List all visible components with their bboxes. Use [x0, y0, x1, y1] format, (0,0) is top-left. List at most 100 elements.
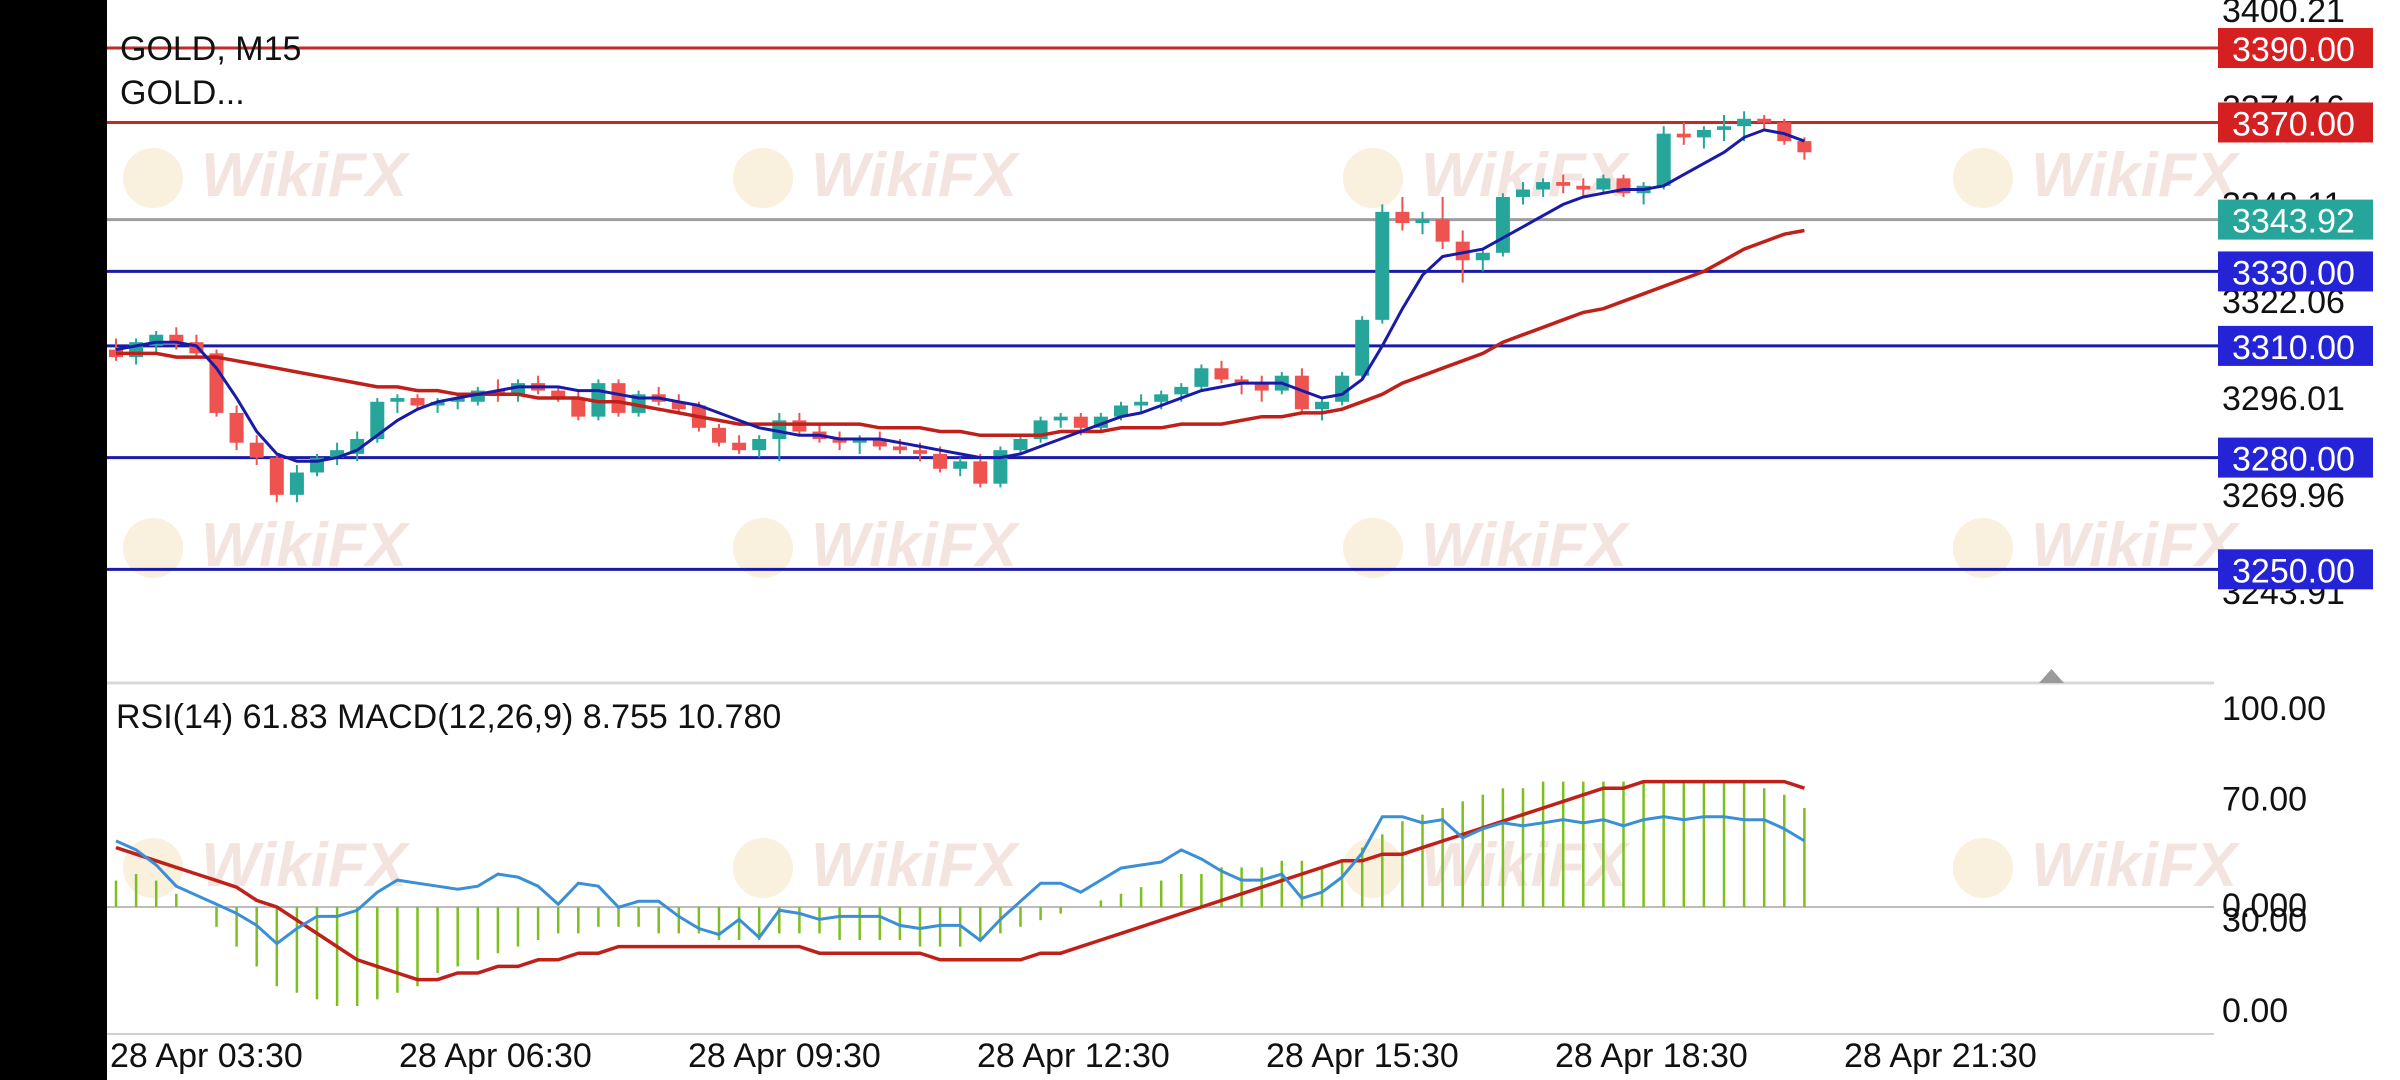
- candle-body: [149, 334, 164, 346]
- watermark-text: WikiFX: [1421, 831, 1631, 900]
- level-tag-bg: [2218, 437, 2373, 478]
- candle-body: [1114, 405, 1128, 417]
- candle-body: [1797, 141, 1812, 153]
- current-price-tag: 3343.92: [2232, 203, 2355, 241]
- moving-averages: [115, 128, 1805, 463]
- candle-body: [973, 461, 988, 484]
- time-axis: 28 Apr 03:30 28 Apr 06:30 28 Apr 09:30 28 A…: [110, 1037, 2037, 1075]
- time-axis-label: 28 Apr 09:30: [688, 1037, 881, 1075]
- candle-body: [1435, 219, 1450, 242]
- time-axis-label: 28 Apr 03:30: [110, 1037, 303, 1075]
- rsi-axis-label: 100.00: [2222, 690, 2326, 728]
- pane-resize-arrow-icon[interactable]: [2039, 669, 2064, 683]
- level-tag-bg: [2218, 28, 2373, 69]
- candle-body: [470, 390, 485, 402]
- watermark-logo-icon: [733, 518, 793, 578]
- watermark-logo-icon: [1953, 838, 2013, 898]
- watermark-text: WikiFX: [2031, 141, 2241, 210]
- time-axis-label: 28 Apr 12:30: [977, 1037, 1170, 1075]
- rsi-line: [115, 815, 1806, 946]
- level-tag-bg: [2218, 102, 2373, 143]
- candle-body: [1536, 182, 1551, 190]
- candle-body: [551, 390, 566, 399]
- macd-signal-line: [115, 779, 1805, 982]
- candle-body: [1134, 401, 1149, 406]
- candle-body: [1254, 383, 1269, 391]
- time-axis-label: 28 Apr 15:30: [1266, 1037, 1459, 1075]
- candle-body: [1556, 182, 1571, 186]
- symbol-subtitle: GOLD...: [120, 74, 245, 112]
- candle-body: [1737, 118, 1752, 127]
- candle-body: [913, 450, 927, 454]
- candle-body: [892, 446, 907, 451]
- level-tags: 3390.00 3370.00 3330.00 3310.00 3280.00 3250.…: [2218, 28, 2373, 590]
- watermark-logo-icon: [1953, 518, 2013, 578]
- candle-body: [1375, 211, 1390, 320]
- level-tag: 3280.00: [2232, 441, 2355, 479]
- candle-body: [1717, 126, 1731, 130]
- candle-body: [1495, 196, 1510, 253]
- candle-body: [410, 398, 425, 406]
- candle-body: [1596, 178, 1611, 190]
- candle-body: [571, 398, 586, 417]
- candle-body: [209, 353, 224, 413]
- ma-fast-line: [115, 128, 1805, 463]
- candle-body: [1194, 368, 1209, 387]
- candle-body: [1395, 211, 1410, 224]
- candle-body: [1676, 133, 1691, 138]
- candle-body: [1214, 368, 1229, 380]
- rsi-axis-label: 30.00: [2222, 901, 2307, 939]
- candle-body: [1757, 118, 1772, 123]
- candle-body: [1093, 416, 1108, 428]
- price-axis-label: 3296.01: [2222, 380, 2345, 418]
- level-tag-bg: [2218, 549, 2373, 590]
- watermark-text: WikiFX: [811, 831, 1021, 900]
- watermark-text: WikiFX: [811, 141, 1021, 210]
- candle-body: [671, 401, 686, 410]
- candle-body: [1154, 394, 1169, 402]
- candle-body: [1315, 401, 1329, 410]
- candle-body: [1475, 252, 1490, 261]
- candle-body: [390, 398, 405, 402]
- candle-body: [1335, 375, 1350, 402]
- watermark-logo-icon: [123, 148, 183, 208]
- candle-body: [1576, 185, 1591, 190]
- time-axis-label: 28 Apr 21:30: [1844, 1037, 2037, 1075]
- candle-body: [330, 450, 345, 458]
- time-axis-label: 28 Apr 18:30: [1555, 1037, 1748, 1075]
- level-tag: 3330.00: [2232, 254, 2355, 292]
- candle-body: [430, 401, 445, 406]
- level-tag: 3310.00: [2232, 329, 2355, 367]
- candle-body: [169, 334, 184, 343]
- candle-body: [953, 461, 968, 469]
- candle-body: [511, 383, 525, 395]
- candle-body: [1415, 219, 1430, 224]
- watermark-layer: WikiFX WikiFX WikiFX WikiFX WikiFX WikiFX Wiki…: [123, 141, 2241, 900]
- candle-body: [1294, 375, 1309, 410]
- price-levels: [107, 46, 2218, 571]
- candle-body: [752, 438, 767, 451]
- candle-body: [933, 453, 948, 469]
- watermark-logo-icon: [1343, 518, 1403, 578]
- level-tag-bg: [2218, 251, 2373, 292]
- candle-body: [229, 412, 244, 443]
- candle-body: [490, 390, 505, 395]
- rsi-axis-label: 0.00: [2222, 992, 2288, 1030]
- chart-background: [107, 0, 2400, 1080]
- watermark-text: WikiFX: [1421, 141, 1631, 210]
- rsi-axis-label: 70.00: [2222, 781, 2307, 819]
- candle-body: [1234, 379, 1249, 384]
- time-axis-label: 28 Apr 06:30: [399, 1037, 592, 1075]
- candle-body: [872, 438, 887, 447]
- watermark-logo-icon: [733, 148, 793, 208]
- candle-body: [1516, 189, 1530, 197]
- candle-body: [832, 438, 847, 443]
- watermark-logo-icon: [123, 518, 183, 578]
- indicator-label: RSI(14) 61.83 MACD(12,26,9) 8.755 10.780: [116, 698, 781, 736]
- candle-body: [852, 438, 867, 443]
- candle-body: [289, 472, 304, 495]
- candle-body: [792, 420, 807, 432]
- level-tag: 3390.00: [2232, 31, 2355, 69]
- level-tag: 3250.00: [2232, 552, 2355, 590]
